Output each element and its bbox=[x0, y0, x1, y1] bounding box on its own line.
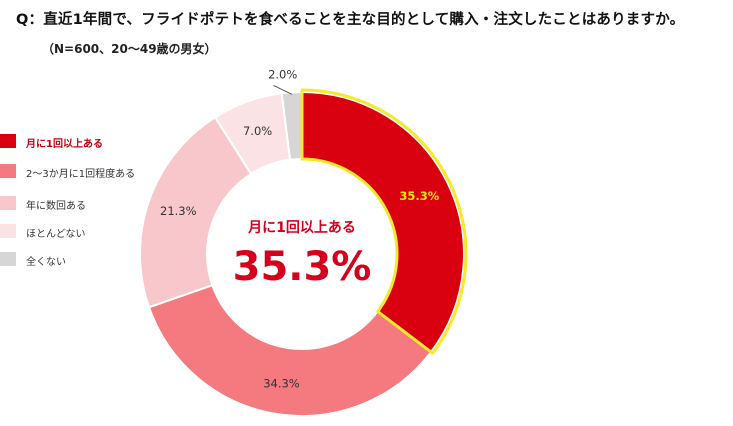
legend-swatch bbox=[0, 164, 16, 178]
legend-swatch bbox=[0, 224, 16, 238]
legend-label: ほとんどない bbox=[26, 229, 86, 240]
slice-label-1: 35.3% bbox=[399, 189, 439, 203]
center-label: 月に1回以上ある bbox=[247, 220, 356, 236]
slice-label-3: 21.3% bbox=[160, 204, 197, 218]
slice-label-2: 34.3% bbox=[263, 376, 300, 390]
center-value: 35.3% bbox=[233, 244, 372, 290]
legend-label: 月に1回以上ある bbox=[26, 139, 103, 150]
highlight-outline bbox=[300, 88, 468, 355]
slice-label-4: 7.0% bbox=[243, 124, 272, 138]
slice-label-5: 2.0% bbox=[268, 67, 297, 81]
legend-swatch bbox=[0, 134, 16, 148]
donut-slice-2 bbox=[147, 283, 433, 417]
legend-swatch bbox=[0, 252, 16, 266]
sample-note: （N=600、20〜49歳の男女） bbox=[42, 42, 217, 56]
legend-label: 2〜3か月に1回程度ある bbox=[26, 169, 136, 180]
legend-label: 年に数回ある bbox=[26, 201, 86, 212]
legend-swatch bbox=[0, 196, 16, 210]
question-title: Q：直近1年間で、フライドポテトを食べることを主な目的として購入・注文したことは… bbox=[16, 12, 685, 28]
donut-slice-3 bbox=[139, 115, 253, 309]
leader-line bbox=[273, 84, 293, 95]
legend-label: 全くない bbox=[26, 257, 66, 268]
